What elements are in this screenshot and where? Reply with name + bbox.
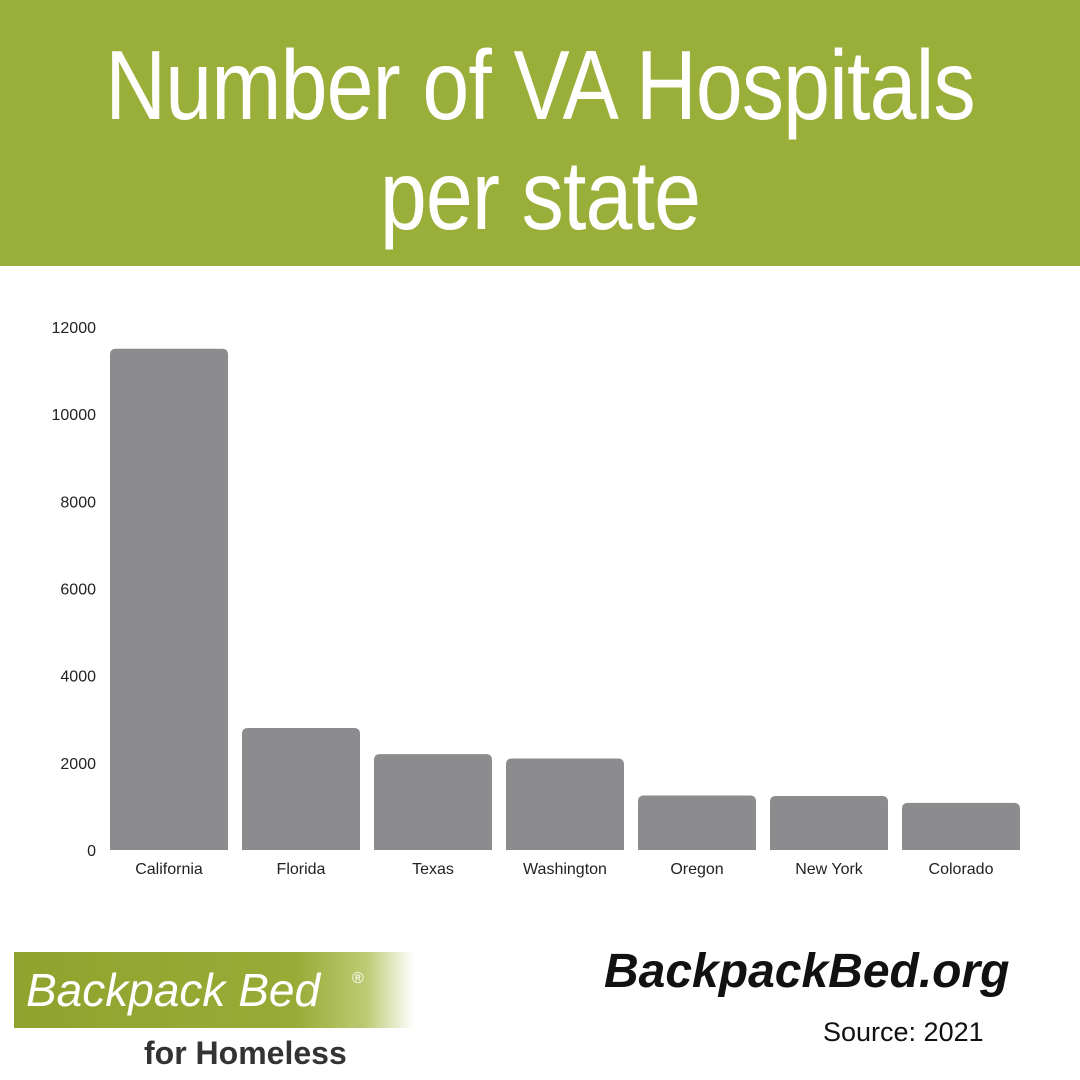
x-tick-label: Oregon — [670, 861, 723, 878]
chart-title-line-1: Number of VA Hospitals — [105, 30, 975, 140]
backpack-bed-logo: Backpack Bed ® — [14, 952, 414, 1028]
y-tick-label: 2000 — [60, 756, 96, 773]
bar-florida — [242, 727, 360, 850]
site-url: BackpackBed.org — [604, 945, 1010, 998]
title-banner: Number of VA Hospitals per state — [0, 0, 1080, 266]
bar-oregon — [638, 795, 756, 850]
bar-new-york — [770, 795, 888, 850]
chart-title-line-2: per state — [379, 140, 701, 250]
x-tick-label: New York — [795, 861, 864, 878]
registered-mark: ® — [352, 970, 364, 987]
source-note: Source: 2021 — [823, 1017, 984, 1047]
x-tick-label: Florida — [277, 861, 326, 878]
brand-name: Backpack Bed — [26, 964, 321, 1016]
bar-chart: 0 2000 4000 6000 8000 10000 12000 California Flo… — [0, 266, 1080, 906]
bar-washington — [506, 758, 624, 850]
brand-tagline: for Homeless — [144, 1035, 347, 1071]
y-tick-label: 6000 — [60, 582, 96, 599]
y-tick-label: 12000 — [52, 320, 97, 337]
y-tick-label: 10000 — [52, 407, 97, 424]
bar-california — [110, 348, 228, 850]
x-tick-label: California — [135, 861, 203, 878]
bar-texas — [374, 754, 492, 850]
y-tick-label: 4000 — [60, 669, 96, 686]
y-tick-label: 8000 — [60, 494, 96, 511]
x-tick-label: Texas — [412, 861, 454, 878]
x-tick-label: Washington — [523, 861, 607, 878]
bar-chart-canvas: 0 2000 4000 6000 8000 10000 12000 California Flo… — [52, 320, 1020, 878]
y-tick-label: 0 — [87, 843, 96, 860]
bar-colorado — [902, 802, 1020, 850]
x-tick-label: Colorado — [929, 861, 994, 878]
